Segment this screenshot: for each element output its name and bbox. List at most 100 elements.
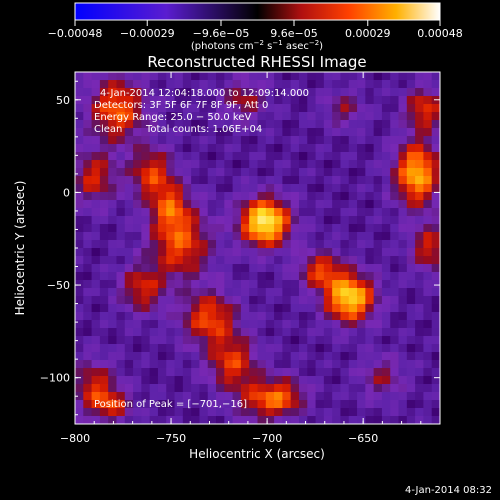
heatmap-cell [373, 160, 383, 169]
heatmap-cell [124, 152, 134, 161]
heatmap-cell [348, 248, 358, 257]
heatmap-cell [431, 224, 440, 233]
heatmap-cell [216, 144, 225, 153]
heatmap-cell [398, 208, 408, 217]
heatmap-cell [323, 224, 333, 233]
heatmap-cell [282, 160, 292, 169]
heatmap-cell [282, 144, 292, 153]
heatmap-cell [340, 208, 350, 217]
heatmap-cell [207, 104, 217, 113]
heatmap-cell [108, 264, 118, 273]
heatmap-cell [323, 184, 333, 193]
heatmap-cell [298, 360, 308, 369]
heatmap-cell [332, 416, 342, 424]
y-tick-label: 50 [56, 94, 70, 107]
heatmap-cell [423, 224, 433, 233]
heatmap-cell [224, 376, 234, 385]
heatmap-cell [224, 352, 234, 361]
heatmap-cell [357, 208, 366, 217]
heatmap-cell [423, 408, 433, 417]
x-tick-label: −700 [252, 432, 282, 445]
heatmap-cell [298, 320, 308, 329]
heatmap-cell [323, 328, 333, 337]
heatmap-cell [431, 128, 440, 137]
heatmap-cell [340, 176, 350, 185]
heatmap-cell [423, 272, 433, 281]
heatmap-cell [216, 248, 225, 257]
heatmap-cell [357, 328, 366, 337]
heatmap-cell [315, 352, 325, 361]
heatmap-cell [398, 320, 408, 329]
heatmap-cell [133, 280, 142, 289]
heatmap-cell [133, 352, 142, 361]
heatmap-cell [406, 80, 416, 89]
heatmap-cell [323, 384, 333, 393]
heatmap-cell [315, 176, 325, 185]
heatmap-cell [116, 304, 126, 313]
heatmap-cell [274, 400, 283, 409]
heatmap-cell [174, 352, 184, 361]
heatmap-cell [83, 384, 93, 393]
heatmap-cell [257, 224, 267, 233]
heatmap-cell [141, 320, 151, 329]
heatmap-cell [390, 368, 400, 377]
heatmap-cell [431, 216, 440, 225]
heatmap-cell [431, 408, 440, 417]
heatmap-cell [282, 312, 292, 321]
heatmap-cell [423, 360, 433, 369]
heatmap-cell [141, 80, 151, 89]
heatmap-cell [290, 216, 300, 225]
heatmap-cell [406, 160, 416, 169]
heatmap-cell [91, 360, 101, 369]
heatmap-cell [307, 272, 317, 281]
heatmap-cell [99, 112, 109, 121]
heatmap-cell [199, 168, 209, 177]
heatmap-cell [298, 128, 308, 137]
heatmap-cell [398, 136, 408, 145]
heatmap-cell [265, 400, 275, 409]
heatmap-cell [207, 328, 217, 337]
heatmap-cell [182, 216, 192, 225]
heatmap-cell [124, 72, 134, 81]
heatmap-cell [216, 336, 225, 345]
heatmap-cell [323, 80, 333, 89]
heatmap-cell [166, 136, 176, 145]
heatmap-cell [390, 200, 400, 209]
heatmap-cell [249, 80, 259, 89]
heatmap-cell [348, 400, 358, 409]
heatmap-cell [390, 144, 400, 153]
heatmap-cell [398, 256, 408, 265]
heatmap-cell [357, 304, 366, 313]
heatmap-cell [265, 208, 275, 217]
heatmap-cell [365, 152, 375, 161]
heatmap-cell [224, 192, 234, 201]
heatmap-cell [116, 184, 126, 193]
heatmap-cell [133, 304, 142, 313]
heatmap-cell [149, 360, 159, 369]
heatmap-cell [166, 304, 176, 313]
heatmap-cell [381, 344, 391, 353]
heatmap-cell [274, 232, 283, 241]
heatmap-cell [249, 320, 259, 329]
heatmap-cell [83, 72, 93, 81]
heatmap-cell [406, 120, 416, 129]
heatmap-cell [365, 336, 375, 345]
heatmap-cell [232, 280, 242, 289]
heatmap-cell [141, 128, 151, 137]
heatmap-cell [75, 272, 84, 281]
heatmap-cell [381, 392, 391, 401]
heatmap-cell [265, 256, 275, 265]
heatmap-cell [108, 408, 118, 417]
heatmap-cell [274, 352, 283, 361]
heatmap-cell [124, 416, 134, 424]
heatmap-cell [357, 104, 366, 113]
heatmap-cell [265, 288, 275, 297]
heatmap-cell [224, 320, 234, 329]
heatmap-cell [124, 392, 134, 401]
heatmap-cell [75, 112, 84, 121]
heatmap-cell [274, 96, 283, 105]
heatmap-cell [191, 264, 201, 273]
heatmap-cell [298, 400, 308, 409]
heatmap-cell [298, 416, 308, 424]
heatmap-cell [298, 176, 308, 185]
